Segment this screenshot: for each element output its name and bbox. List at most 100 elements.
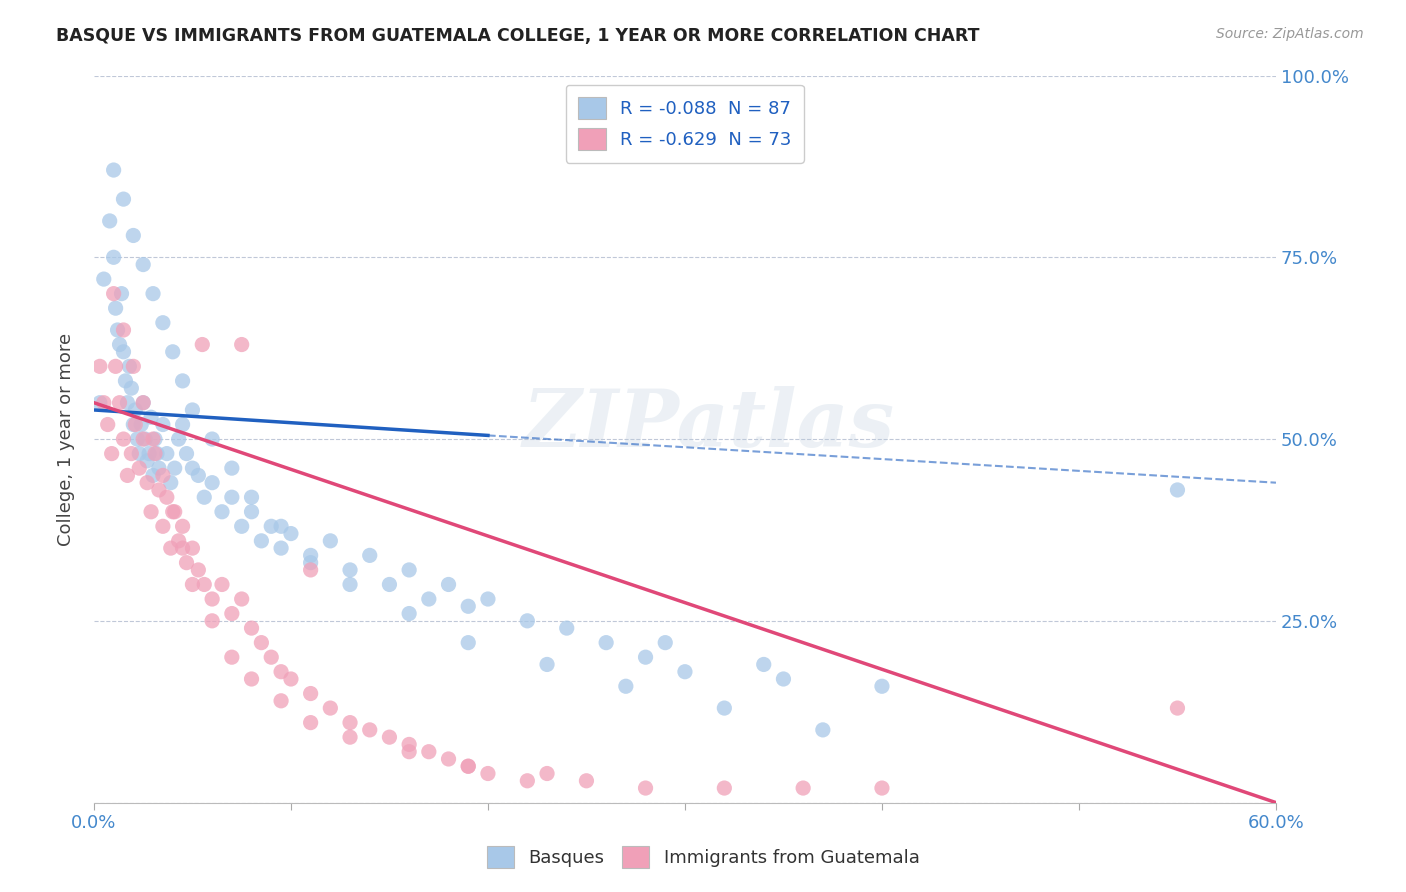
Point <box>110 286 132 301</box>
Text: Source: ZipAtlas.com: Source: ZipAtlas.com <box>1216 27 1364 41</box>
Point <box>870 679 893 693</box>
Point <box>536 657 558 672</box>
Point <box>104 301 127 315</box>
Point <box>112 192 135 206</box>
Point <box>339 730 361 744</box>
Point <box>359 549 381 563</box>
Point <box>870 780 893 795</box>
Point <box>114 374 136 388</box>
Point <box>299 687 322 701</box>
Point <box>148 461 170 475</box>
Point <box>142 468 165 483</box>
Point <box>127 432 149 446</box>
Point <box>359 723 381 737</box>
Point <box>152 519 174 533</box>
Point <box>516 773 538 788</box>
Point <box>132 395 155 409</box>
Point <box>128 447 150 461</box>
Point <box>146 447 169 461</box>
Point <box>555 621 578 635</box>
Point <box>142 286 165 301</box>
Point <box>124 403 146 417</box>
Point <box>260 650 283 665</box>
Point <box>187 563 209 577</box>
Point <box>536 766 558 780</box>
Point <box>654 635 676 649</box>
Point <box>575 773 598 788</box>
Point <box>614 679 637 693</box>
Point <box>172 417 194 432</box>
Point <box>378 577 401 591</box>
Point <box>240 621 263 635</box>
Point <box>634 650 657 665</box>
Point <box>201 614 224 628</box>
Point <box>187 468 209 483</box>
Point <box>299 563 322 577</box>
Point <box>143 447 166 461</box>
Point <box>280 526 302 541</box>
Point <box>93 395 115 409</box>
Point <box>772 672 794 686</box>
Point <box>270 694 292 708</box>
Point <box>713 701 735 715</box>
Point <box>713 780 735 795</box>
Point <box>136 475 159 490</box>
Point <box>595 635 617 649</box>
Point <box>172 519 194 533</box>
Point <box>221 607 243 621</box>
Point <box>457 759 479 773</box>
Point <box>132 432 155 446</box>
Point <box>120 381 142 395</box>
Point <box>156 490 179 504</box>
Point <box>118 359 141 374</box>
Point <box>172 374 194 388</box>
Point <box>418 745 440 759</box>
Point <box>240 490 263 504</box>
Point <box>117 395 139 409</box>
Point <box>108 395 131 409</box>
Point <box>181 577 204 591</box>
Point <box>152 316 174 330</box>
Y-axis label: College, 1 year or more: College, 1 year or more <box>58 333 75 546</box>
Point <box>299 556 322 570</box>
Point <box>176 556 198 570</box>
Point <box>167 533 190 548</box>
Legend: Basques, Immigrants from Guatemala: Basques, Immigrants from Guatemala <box>475 835 931 879</box>
Point <box>221 650 243 665</box>
Point <box>172 541 194 555</box>
Point <box>211 577 233 591</box>
Point <box>132 258 155 272</box>
Point <box>152 468 174 483</box>
Point <box>108 337 131 351</box>
Point <box>112 323 135 337</box>
Point <box>811 723 834 737</box>
Point <box>132 395 155 409</box>
Text: ZIPatlas: ZIPatlas <box>523 385 894 463</box>
Point <box>112 344 135 359</box>
Point <box>634 780 657 795</box>
Point <box>138 447 160 461</box>
Point <box>398 607 420 621</box>
Point <box>1166 483 1188 497</box>
Point <box>201 475 224 490</box>
Point <box>378 730 401 744</box>
Point <box>260 519 283 533</box>
Point <box>457 635 479 649</box>
Point <box>98 214 121 228</box>
Point <box>107 323 129 337</box>
Point <box>139 410 162 425</box>
Point <box>159 541 181 555</box>
Point <box>457 599 479 614</box>
Point <box>181 403 204 417</box>
Point <box>398 738 420 752</box>
Point <box>128 461 150 475</box>
Point <box>162 344 184 359</box>
Point <box>124 417 146 432</box>
Point <box>280 672 302 686</box>
Point <box>437 752 460 766</box>
Point <box>181 541 204 555</box>
Point <box>193 490 215 504</box>
Point <box>398 745 420 759</box>
Point <box>270 665 292 679</box>
Point <box>176 447 198 461</box>
